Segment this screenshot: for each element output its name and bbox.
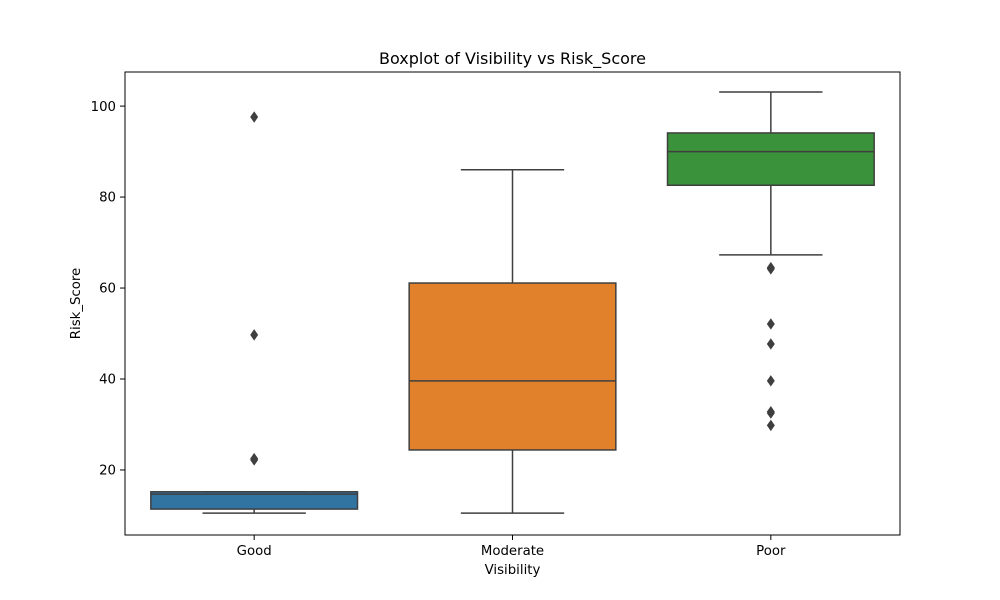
- x-tick-label: Poor: [756, 544, 786, 559]
- x-tick-label: Good: [237, 544, 272, 559]
- y-tick-label: 60: [99, 282, 116, 297]
- box-poor: [666, 132, 875, 186]
- y-tick-label: 100: [91, 100, 116, 115]
- outlier-point-good: [250, 452, 259, 465]
- x-tick-label: Moderate: [481, 544, 544, 559]
- x-axis-label: Visibility: [485, 563, 541, 578]
- box-group-poor: [666, 91, 875, 432]
- y-tick-label: 80: [99, 191, 116, 206]
- outlier-point-poor: [766, 318, 775, 330]
- outlier-point-poor: [766, 338, 775, 350]
- box-group-moderate: [408, 169, 617, 514]
- outlier-point-good: [250, 111, 259, 123]
- box-good: [150, 491, 359, 510]
- outlier-point-poor: [766, 375, 775, 387]
- axes: 20 40 60 80 100 Good Moderate Poor: [91, 71, 901, 559]
- box-group-good: [150, 111, 359, 514]
- plot-area: [150, 91, 875, 514]
- axes-frame: [124, 71, 901, 536]
- y-axis-label: Risk_Score: [69, 268, 84, 339]
- y-tick-label: 40: [99, 373, 116, 388]
- outlier-point-poor: [766, 261, 775, 274]
- y-tick-label: 20: [99, 464, 116, 479]
- outlier-point-good: [250, 329, 259, 341]
- outlier-point-poor: [766, 419, 775, 432]
- outlier-point-poor: [766, 406, 775, 418]
- box-moderate: [408, 282, 617, 451]
- chart-title: Boxplot of Visibility vs Risk_Score: [379, 49, 646, 69]
